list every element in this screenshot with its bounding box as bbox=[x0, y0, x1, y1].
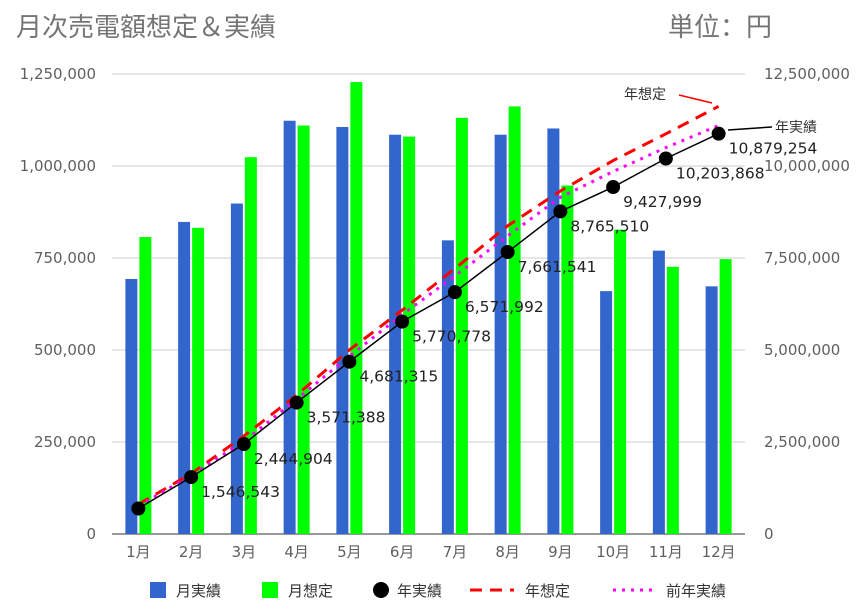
gridlines bbox=[112, 73, 745, 535]
line-annual-actual bbox=[137, 132, 719, 510]
annotation-nenjisseki-leader bbox=[727, 126, 773, 131]
legend-label-annual-forecast: 年想定 bbox=[525, 582, 570, 600]
x-tick-label: 1月 bbox=[126, 543, 151, 561]
point-annual-actual bbox=[236, 437, 251, 452]
bar-monthly-actual bbox=[652, 250, 665, 534]
legend-swatch-annual-actual bbox=[373, 582, 389, 598]
x-tick-label: 4月 bbox=[284, 543, 309, 561]
points bbox=[131, 126, 726, 516]
bar-monthly-forecast bbox=[403, 136, 416, 534]
annotation-nenso: 年想定 bbox=[624, 87, 713, 104]
line-annual-forecast bbox=[137, 105, 720, 506]
bar-monthly-forecast bbox=[561, 185, 574, 534]
point-annual-actual bbox=[606, 180, 621, 195]
bar-monthly-forecast bbox=[614, 229, 627, 534]
left-tick-label: 1,000,000 bbox=[20, 157, 96, 175]
data-label-annual-actual: 9,427,999 bbox=[623, 193, 702, 211]
x-tick-label: 10月 bbox=[596, 543, 630, 561]
data-label-annual-actual: 7,661,541 bbox=[518, 258, 597, 276]
bar-monthly-forecast bbox=[350, 82, 363, 534]
right-tick-label: 12,500,000 bbox=[764, 65, 850, 83]
legend-label-monthly-forecast: 月想定 bbox=[288, 582, 333, 600]
bar-monthly-forecast bbox=[719, 259, 732, 534]
bar-monthly-forecast bbox=[244, 157, 257, 534]
point-annual-actual bbox=[342, 354, 357, 369]
x-tick-label: 3月 bbox=[232, 543, 257, 561]
data-label-annual-actual: 2,444,904 bbox=[254, 450, 333, 468]
bar-monthly-actual bbox=[230, 203, 243, 534]
legend-label-prev-year-actual: 前年実績 bbox=[666, 582, 726, 600]
bar-monthly-forecast bbox=[508, 106, 521, 534]
point-annual-actual bbox=[289, 395, 304, 410]
lines bbox=[137, 105, 720, 510]
annotation-nenso-leader bbox=[678, 94, 713, 104]
data-label-annual-actual: 4,681,315 bbox=[359, 368, 438, 386]
right-tick-label: 10,000,000 bbox=[764, 157, 850, 175]
x-tick-label: 2月 bbox=[179, 543, 204, 561]
annotation-nenjisseki: 年実績 bbox=[727, 120, 817, 136]
legend: 月実績 月想定 年実績 年想定 前年実績 bbox=[150, 582, 726, 600]
point-annual-actual bbox=[131, 501, 146, 516]
point-annual-actual bbox=[447, 285, 462, 300]
right-axis-ticks: 0 2,500,000 5,000,000 7,500,000 10,000,000 12… bbox=[764, 65, 850, 543]
legend-label-monthly-actual: 月実績 bbox=[176, 582, 221, 600]
bar-monthly-actual bbox=[547, 128, 560, 535]
data-label-annual-actual: 10,203,868 bbox=[676, 164, 765, 182]
bar-monthly-forecast bbox=[139, 237, 152, 535]
x-tick-label: 12月 bbox=[702, 543, 736, 561]
bars bbox=[125, 82, 732, 535]
right-tick-label: 2,500,000 bbox=[764, 433, 840, 451]
x-tick-label: 7月 bbox=[443, 543, 468, 561]
bar-monthly-actual bbox=[441, 240, 454, 534]
point-annual-actual bbox=[395, 314, 410, 329]
bar-monthly-actual bbox=[600, 291, 613, 534]
left-tick-label: 750,000 bbox=[34, 249, 96, 267]
bar-monthly-actual bbox=[283, 120, 296, 535]
x-tick-label: 11月 bbox=[649, 543, 683, 561]
data-label-annual-actual: 8,765,510 bbox=[570, 217, 649, 235]
annotation-nenso-text: 年想定 bbox=[624, 87, 666, 103]
bar-monthly-forecast bbox=[666, 266, 679, 534]
x-tick-label: 6月 bbox=[390, 543, 415, 561]
bar-monthly-actual bbox=[705, 286, 718, 534]
bar-monthly-actual bbox=[125, 278, 138, 534]
point-annual-actual bbox=[711, 126, 726, 141]
data-label-annual-actual: 3,571,388 bbox=[307, 409, 386, 427]
x-tick-label: 5月 bbox=[337, 543, 362, 561]
bar-monthly-actual bbox=[336, 126, 349, 534]
bar-monthly-forecast bbox=[297, 125, 310, 535]
data-label-annual-actual: 10,879,254 bbox=[729, 140, 818, 158]
data-label-annual-actual: 1,546,543 bbox=[201, 483, 280, 501]
left-tick-label: 1,250,000 bbox=[20, 65, 96, 83]
bar-monthly-actual bbox=[389, 134, 402, 534]
legend-swatch-monthly-forecast bbox=[262, 582, 278, 598]
data-labels: 1,546,543 2,444,904 3,571,388 4,681,315 5,77… bbox=[201, 140, 817, 501]
point-annual-actual bbox=[184, 470, 199, 485]
point-annual-actual bbox=[553, 204, 568, 219]
bar-monthly-forecast bbox=[192, 227, 205, 534]
bar-monthly-actual bbox=[494, 134, 507, 534]
x-tick-label: 8月 bbox=[495, 543, 520, 561]
bar-monthly-forecast bbox=[455, 117, 468, 535]
point-annual-actual bbox=[658, 151, 673, 166]
left-tick-label: 0 bbox=[86, 525, 96, 543]
right-tick-label: 7,500,000 bbox=[764, 249, 840, 267]
data-label-annual-actual: 5,770,778 bbox=[412, 328, 491, 346]
data-label-annual-actual: 6,571,992 bbox=[465, 298, 544, 316]
bar-monthly-actual bbox=[178, 221, 191, 534]
x-axis-labels: 1月 2月 3月 4月 5月 6月 7月 8月 9月 10月 11月 12月 bbox=[126, 543, 736, 561]
left-tick-label: 500,000 bbox=[34, 341, 96, 359]
right-tick-label: 5,000,000 bbox=[764, 341, 840, 359]
left-tick-label: 250,000 bbox=[34, 433, 96, 451]
left-axis-ticks: 0 250,000 500,000 750,000 1,000,000 1,250,000 bbox=[20, 65, 96, 543]
point-annual-actual bbox=[500, 245, 515, 260]
unit-label: 単位：円 bbox=[668, 13, 772, 43]
legend-swatch-monthly-actual bbox=[150, 582, 166, 598]
right-tick-label: 0 bbox=[764, 525, 774, 543]
legend-label-annual-actual: 年実績 bbox=[397, 582, 442, 600]
chart-title: 月次売電額想定＆実績 bbox=[16, 13, 276, 43]
annotation-nenjisseki-text: 年実績 bbox=[775, 120, 817, 136]
x-tick-label: 9月 bbox=[548, 543, 573, 561]
